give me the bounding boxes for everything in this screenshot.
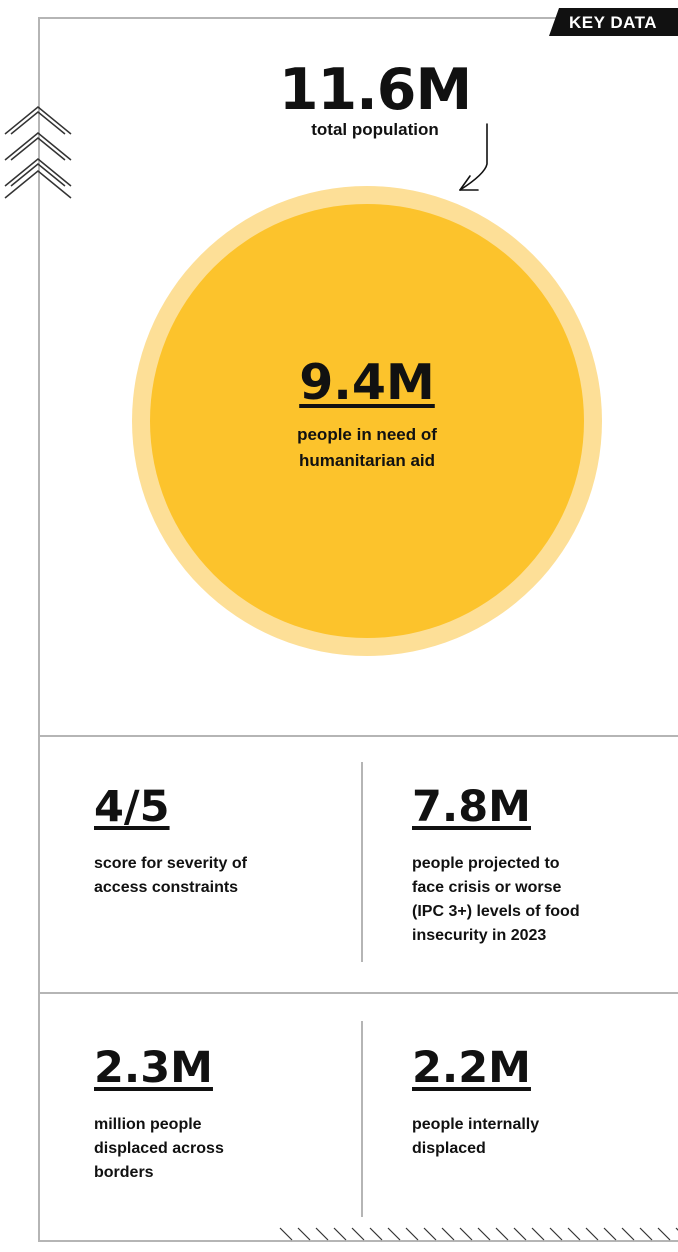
curved-arrow-icon [459,123,488,191]
internally-displaced-stat: 2.2M people internally displaced [412,1045,662,1161]
stat-label-line: borders [94,1164,154,1181]
stat-label-line: displaced across [94,1140,224,1157]
chevron-stack-icon [4,106,72,199]
frame-top-line [38,17,558,19]
hatch-pattern [279,1227,678,1241]
cross-border-displaced-value: 2.3M [94,1043,213,1093]
internally-displaced-label: people internally displaced [412,1113,662,1161]
stat-label-line: displaced [412,1140,486,1157]
key-data-tag: KEY DATA [549,8,678,36]
stat-label-line: people projected to [412,855,560,872]
people-in-need-value: 9.4M [299,354,435,411]
access-severity-stat: 4/5 score for severity of access constra… [94,784,344,900]
section-divider-1 [38,735,678,737]
section-divider-2 [38,992,678,994]
food-insecurity-label: people projected to face crisis or worse… [412,852,662,948]
stat-label-line: people internally [412,1116,540,1133]
stat-label-line: access constraints [94,879,239,896]
cross-border-displaced-label: million people displaced across borders [94,1113,344,1185]
access-severity-label: score for severity of access constraints [94,852,344,900]
key-data-label: KEY DATA [569,13,658,32]
column-divider-1 [361,762,363,962]
column-divider-2 [361,1021,363,1217]
stat-label-line: million people [94,1116,202,1133]
stat-label-line: face crisis or worse [412,879,562,896]
stat-label-line: (IPC 3+) levels of food [412,903,580,920]
stat-label-line: insecurity in 2023 [412,927,547,944]
stat-label-line: score for severity of [94,855,247,872]
people-in-need-label-line-1: people in need of [297,425,437,444]
frame-left-line [38,17,40,1242]
access-severity-value: 4/5 [94,782,170,832]
internally-displaced-value: 2.2M [412,1043,531,1093]
food-insecurity-stat: 7.8M people projected to face crisis or … [412,784,662,948]
cross-border-displaced-stat: 2.3M million people displaced across bor… [94,1045,344,1185]
food-insecurity-value: 7.8M [412,782,531,832]
people-in-need-label-line-2: humanitarian aid [298,451,436,470]
people-in-need-label: people in need of humanitarian aid [217,422,517,474]
people-in-need-circle [150,204,584,638]
total-population-stat: 11.6M total population [250,62,500,140]
frame-bottom-line [38,1240,678,1242]
total-population-label: total population [311,120,439,139]
people-in-need-stat: 9.4M people in need of humanitarian aid [217,358,517,474]
total-population-value: 11.6M [278,57,472,123]
